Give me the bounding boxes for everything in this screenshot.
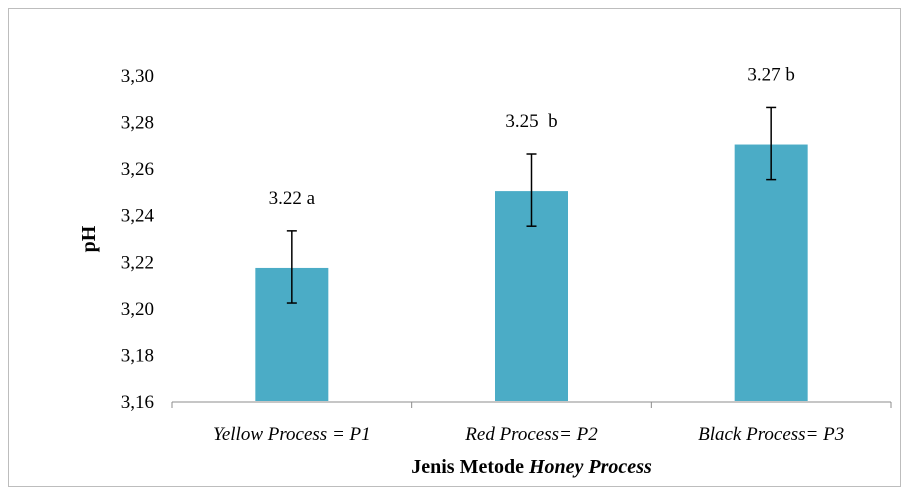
category-label: Red Process= P2 xyxy=(464,424,598,445)
data-labels: 3.22 a 3.25 b 3.27 b xyxy=(269,64,795,208)
y-tick-label: 3,16 xyxy=(121,392,154,413)
x-axis-title-plain: Jenis Metode xyxy=(411,456,529,478)
y-tick-label: 3,20 xyxy=(121,299,154,320)
category-labels: Yellow Process = P1 Red Process= P2 Black … xyxy=(213,424,844,445)
category-label: Black Process= P3 xyxy=(698,424,844,445)
y-tick-label: 3,18 xyxy=(121,345,154,366)
x-axis-title-italic: Honey Process xyxy=(528,456,652,478)
x-axis-ticks xyxy=(171,402,892,408)
y-tick-label: 3,24 xyxy=(121,206,155,227)
y-axis-title: pH xyxy=(78,225,100,252)
y-tick-label: 3,22 xyxy=(121,252,154,273)
y-tick-label: 3,30 xyxy=(121,66,154,87)
x-axis-title: Jenis Metode Honey Process xyxy=(411,456,652,478)
y-tick-label: 3,26 xyxy=(121,159,154,180)
y-tick-label: 3,28 xyxy=(121,113,154,134)
data-label: 3.22 a xyxy=(269,188,316,209)
category-label: Yellow Process = P1 xyxy=(213,424,371,445)
y-axis-ticks: 3,16 3,18 3,20 3,22 3,24 3,26 3,28 3,30 xyxy=(121,66,155,413)
bar xyxy=(732,142,810,403)
data-label: 3.25 b xyxy=(505,111,557,132)
error-bars xyxy=(286,106,777,304)
data-label: 3.27 b xyxy=(747,64,795,85)
